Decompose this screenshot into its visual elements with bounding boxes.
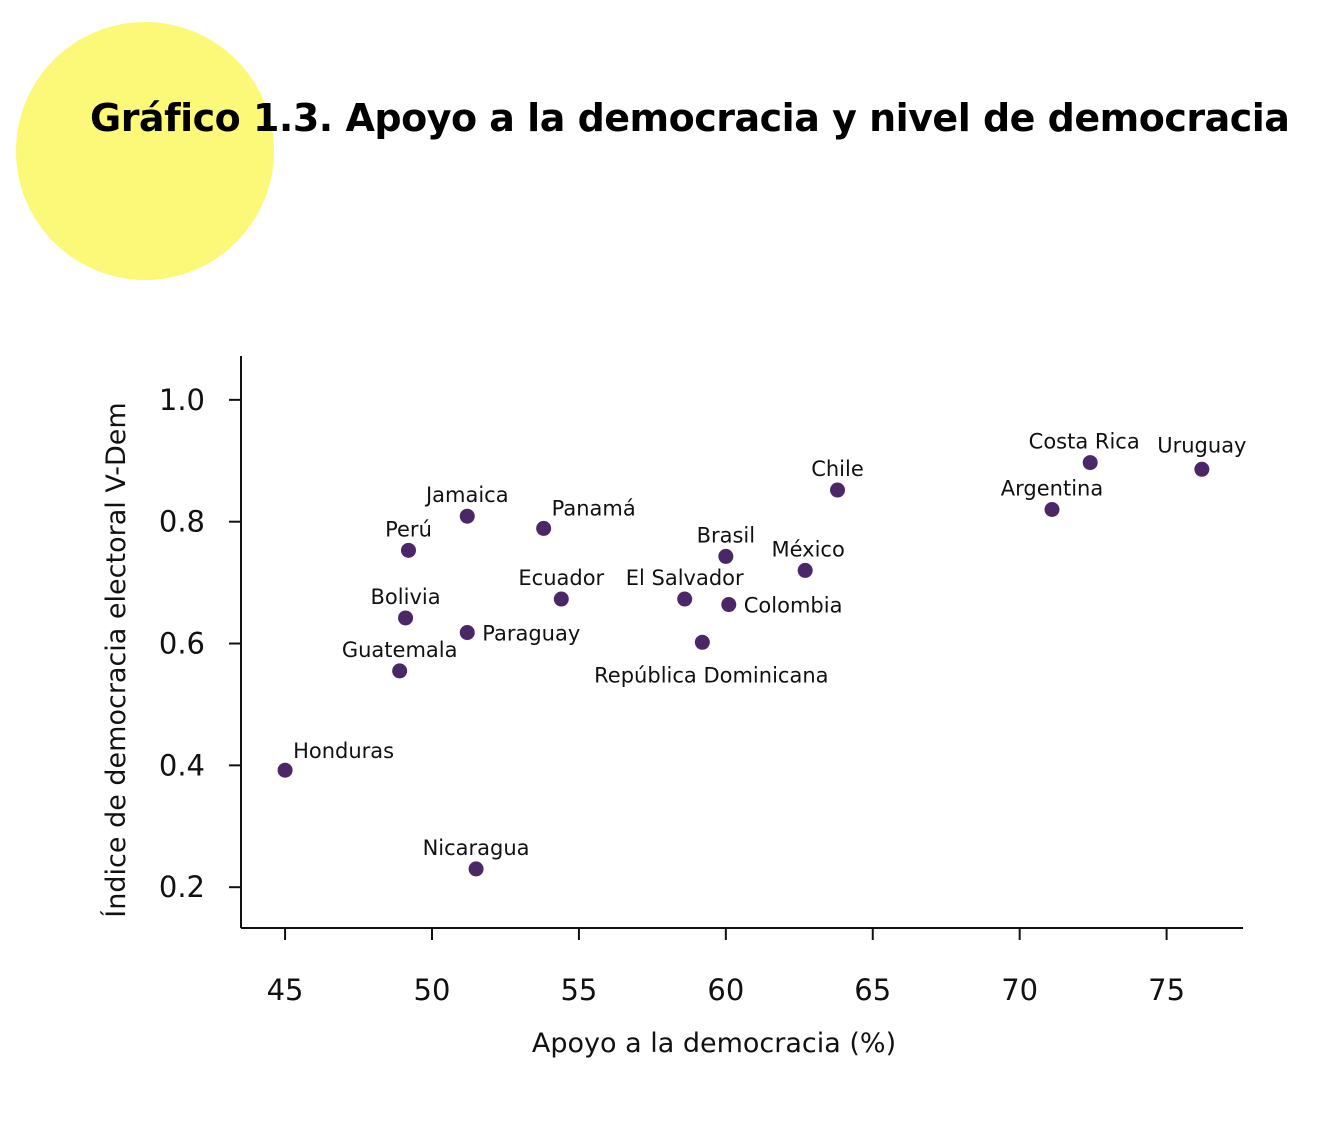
chart-title: Gráfico 1.3. Apoyo a la democracia y niv… (90, 96, 1290, 140)
point-label: Brasil (697, 523, 756, 547)
y-axis-title: Índice de democracia electoral V-Dem (100, 402, 132, 917)
y-tick-label: 0.4 (159, 748, 205, 782)
x-tick-label: 50 (414, 973, 451, 1007)
axes: 45 50 55 60 65 70 75 0.2 0.4 0.6 0.8 1.0 (159, 356, 1243, 1007)
point-label: Honduras (293, 739, 394, 763)
data-point (1044, 502, 1060, 518)
x-axis-title: Apoyo a la democracia (%) (532, 1028, 896, 1059)
decorative-circle (16, 22, 274, 280)
data-point (797, 562, 813, 578)
point-label: Argentina (1001, 477, 1103, 501)
data-points: Honduras Guatemala Bolivia Perú Jamaica Parag… (277, 430, 1246, 877)
y-tick-label: 0.8 (159, 505, 205, 539)
point-label: Nicaragua (423, 836, 530, 860)
data-point (468, 861, 484, 877)
x-tick-label: 55 (560, 973, 597, 1007)
data-point (277, 762, 293, 778)
point-label: Ecuador (518, 566, 604, 590)
data-point (677, 591, 693, 607)
point-label: Jamaica (424, 483, 509, 507)
data-point (694, 634, 710, 650)
data-point (400, 542, 416, 558)
data-point (459, 508, 475, 524)
data-point (459, 625, 475, 641)
x-tick-label: 75 (1148, 973, 1185, 1007)
point-label: Bolivia (371, 585, 441, 609)
y-tick-label: 0.6 (159, 627, 205, 661)
x-tick-label: 70 (1001, 973, 1038, 1007)
data-point (1082, 455, 1098, 471)
point-label: El Salvador (626, 566, 744, 590)
x-tick-label: 65 (854, 973, 891, 1007)
data-point (536, 520, 552, 536)
data-point (718, 548, 734, 564)
point-label: Panamá (552, 496, 636, 520)
data-point (392, 663, 408, 679)
data-point (721, 597, 737, 613)
y-tick-label: 0.2 (159, 870, 205, 904)
data-point (553, 591, 569, 607)
data-point (829, 482, 845, 498)
point-label: Uruguay (1157, 433, 1246, 457)
data-point (398, 610, 414, 626)
point-label: Colombia (744, 594, 843, 618)
x-tick-label: 60 (707, 973, 744, 1007)
point-label: Chile (811, 457, 864, 481)
point-label: Paraguay (482, 622, 580, 646)
point-label: Perú (385, 517, 432, 541)
point-label: Guatemala (342, 638, 458, 662)
point-label: México (772, 537, 845, 561)
data-point (1194, 461, 1210, 477)
point-label: Costa Rica (1029, 430, 1140, 454)
point-label: República Dominicana (594, 663, 828, 687)
y-tick-label: 1.0 (159, 383, 205, 417)
x-tick-label: 45 (267, 973, 304, 1007)
